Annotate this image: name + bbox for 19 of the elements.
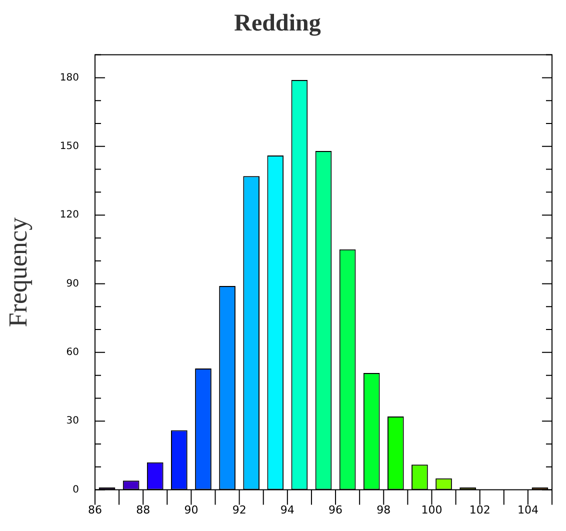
- x-tick-label: 96: [328, 503, 343, 516]
- x-tick-label: 86: [88, 503, 102, 516]
- y-tick-label: 150: [60, 140, 79, 152]
- y-tick-label: 180: [60, 72, 79, 84]
- x-tick-label: 94: [280, 503, 294, 516]
- chart-title: Redding: [234, 10, 321, 37]
- y-tick-label: 90: [66, 278, 79, 290]
- y-tick-label: 30: [66, 416, 79, 427]
- y-tick-label: 60: [66, 347, 79, 358]
- x-tick-label: 98: [376, 503, 391, 516]
- x-tick-label: 90: [184, 503, 198, 516]
- x-tick-label: 88: [136, 503, 150, 516]
- x-tick-label: 102: [469, 503, 490, 516]
- x-tick-label: 92: [232, 503, 246, 516]
- x-tick-label: 104: [517, 503, 538, 516]
- y-tick-label: 120: [60, 210, 79, 221]
- y-axis-title: Frequency: [3, 217, 32, 328]
- y-tick-label: 0: [72, 484, 79, 496]
- x-tick-label: 100: [421, 503, 442, 516]
